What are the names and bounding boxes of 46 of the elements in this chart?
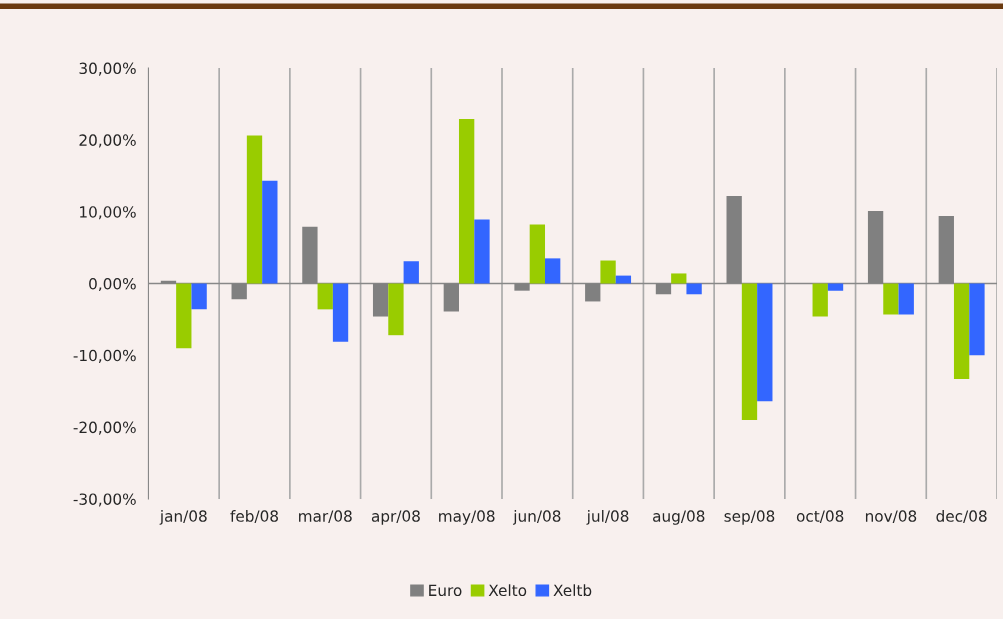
y-tick-label: 30,00% — [79, 62, 136, 76]
y-tick-label: -30,00% — [73, 493, 136, 507]
bar — [812, 283, 828, 317]
bar — [969, 283, 985, 356]
bar — [671, 273, 687, 284]
bar — [317, 283, 333, 310]
x-tick-label: oct/08 — [796, 510, 844, 524]
x-tick-label: jan/08 — [159, 510, 207, 525]
bar — [246, 135, 263, 284]
x-tick-label: jun/08 — [512, 510, 561, 525]
y-tick-label: 0,00% — [89, 277, 136, 292]
y-tick-label: 20,00% — [79, 134, 136, 148]
bar — [757, 283, 773, 402]
y-tick-label: 10,00% — [80, 206, 136, 220]
x-tick-label: sep/08 — [724, 510, 775, 525]
bar — [883, 283, 899, 315]
legend-label: Xelto — [488, 584, 527, 597]
x-tick-label: apr/08 — [371, 510, 420, 525]
bar — [741, 283, 758, 420]
x-tick-label: aug/08 — [653, 510, 705, 525]
bar — [458, 119, 475, 284]
bar — [403, 261, 419, 284]
bar — [191, 283, 207, 310]
bar — [474, 219, 490, 284]
x-tick-label: feb/08 — [230, 510, 278, 524]
bar — [686, 283, 702, 295]
legend-label: Xeltb — [553, 584, 592, 597]
bar — [332, 283, 349, 342]
bar — [898, 283, 914, 315]
bar — [545, 258, 561, 284]
x-tick-label: nov/08 — [865, 510, 917, 524]
x-tick-label: dec/08 — [936, 510, 987, 524]
y-tick-label: -20,00% — [73, 421, 136, 435]
bar — [600, 260, 616, 284]
bar — [176, 283, 192, 349]
bar — [827, 283, 844, 291]
x-tick-label: jul/08 — [586, 510, 629, 525]
bar — [262, 180, 278, 284]
x-tick-label: may/08 — [439, 510, 495, 525]
bar — [615, 275, 632, 284]
x-tick-label: mar/08 — [299, 510, 352, 524]
bar — [388, 283, 404, 336]
bar — [953, 283, 970, 379]
legend-label: Euro — [429, 584, 462, 597]
y-tick-label: -10,00% — [73, 349, 136, 363]
bar — [529, 224, 546, 284]
